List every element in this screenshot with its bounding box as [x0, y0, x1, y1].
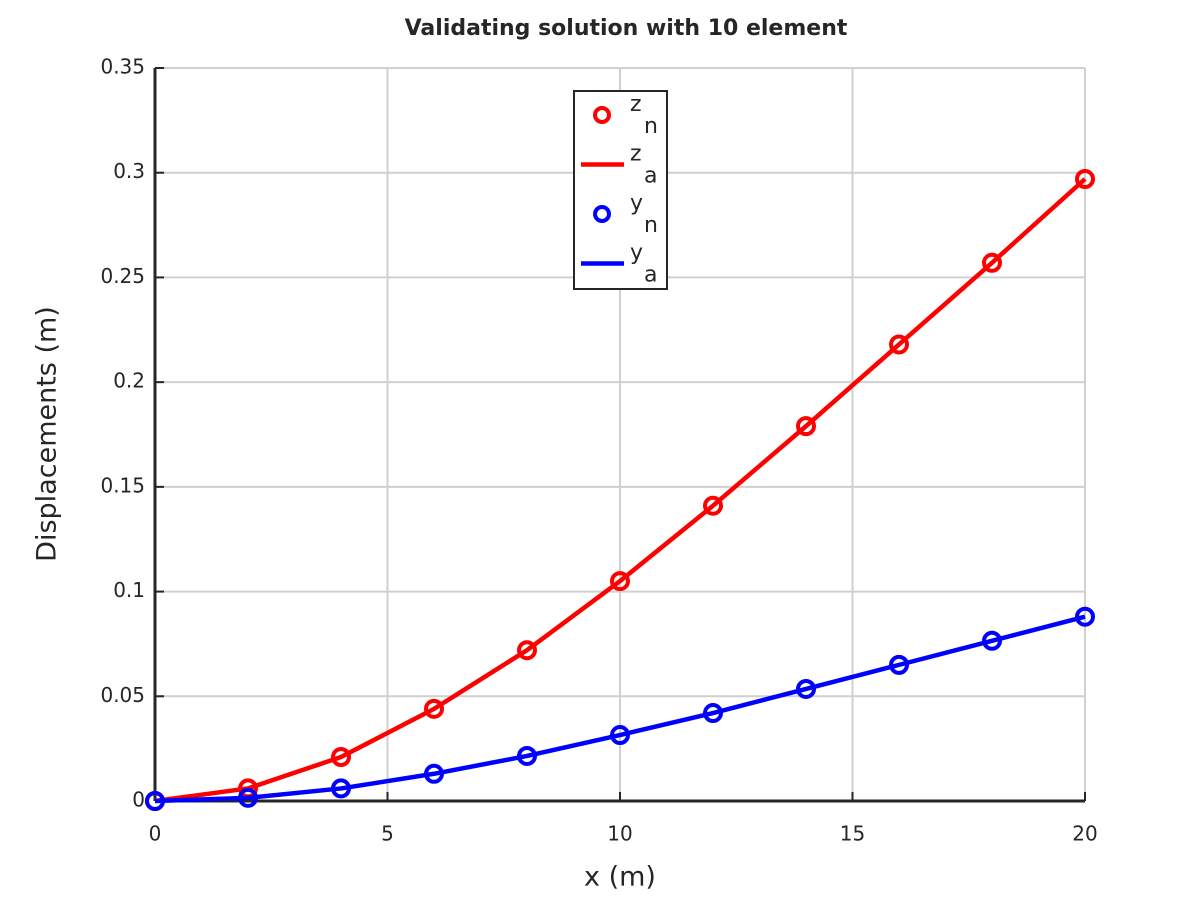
legend-label: z [630, 92, 642, 117]
data-line [154, 614, 1086, 804]
chart-title: Validating solution with 10 element [405, 16, 848, 41]
data-point [796, 416, 816, 437]
y-tick-label: 0.35 [100, 55, 145, 79]
data-point [610, 571, 630, 592]
legend-label-subscript: n [644, 213, 658, 238]
data-point [703, 495, 723, 516]
data-line [154, 177, 1087, 804]
y-tick-label: 0.05 [100, 683, 145, 707]
x-tick-label: 20 [1072, 822, 1097, 846]
data-point [982, 252, 1002, 273]
legend-marker [593, 106, 611, 124]
legend-label-subscript: a [644, 164, 657, 189]
x-tick-label: 5 [381, 822, 394, 846]
x-tick-label: 15 [840, 822, 865, 846]
data-point [331, 747, 351, 768]
y-tick-label: 0.25 [100, 264, 145, 288]
y-tick-label: 0.3 [113, 159, 145, 183]
y-tick-label: 0.15 [100, 473, 145, 497]
legend-label-subscript: n [644, 114, 658, 139]
data-point [424, 698, 444, 719]
legend-label: y [630, 191, 643, 216]
y-tick-label: 0.1 [113, 578, 145, 602]
legend-label: y [630, 241, 643, 266]
y-tick-label: 0 [132, 788, 145, 812]
legend-label-subscript: a [644, 263, 657, 288]
data-point [889, 334, 909, 355]
y-axis-label: Displacements (m) [32, 306, 63, 562]
x-axis-label: x (m) [584, 862, 656, 893]
y-tick-label: 0.2 [113, 369, 145, 393]
legend-box [573, 90, 668, 290]
legend-marker [593, 205, 611, 223]
data-point [517, 640, 537, 661]
x-tick-label: 0 [149, 822, 162, 846]
data-point [1075, 168, 1095, 189]
legend-label: z [630, 142, 642, 167]
x-tick-label: 10 [607, 822, 632, 846]
